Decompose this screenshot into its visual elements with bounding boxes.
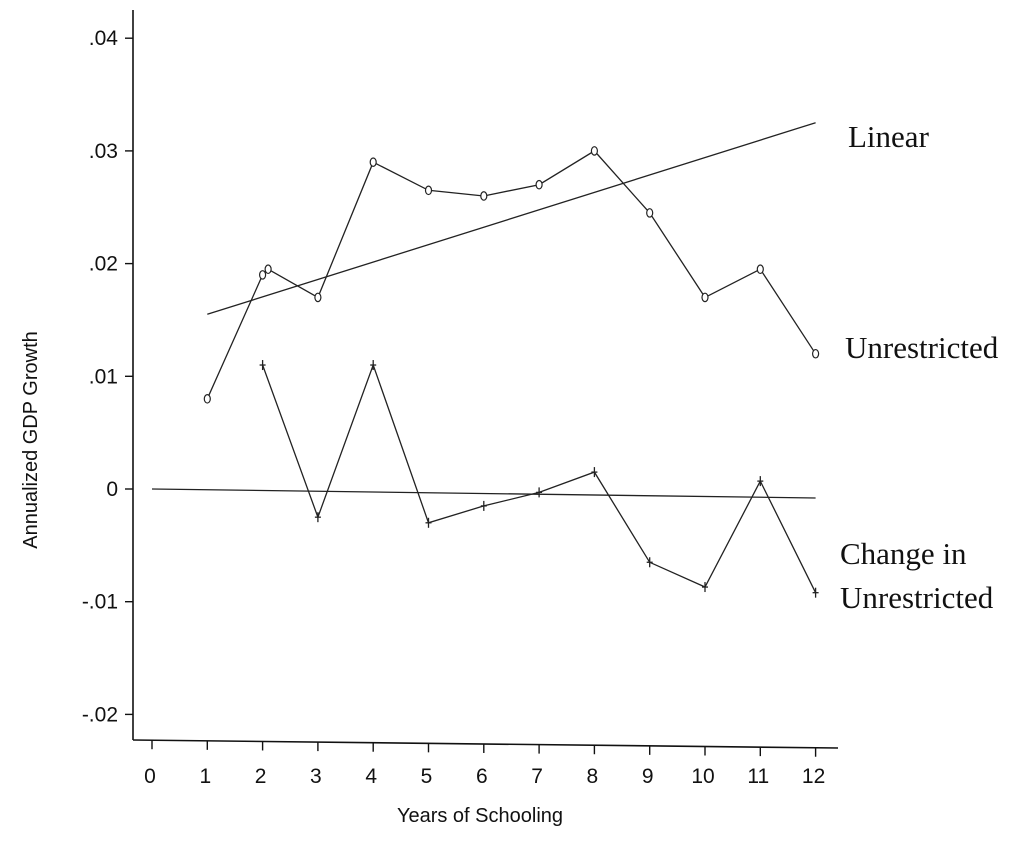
x-tick-label: 11: [747, 765, 769, 788]
data-point: [203, 394, 211, 404]
series-layer: [151, 122, 820, 598]
x-tick-label: 8: [587, 765, 599, 788]
series-change-in-unrestricted: [259, 360, 819, 598]
x-tick-label: 6: [476, 765, 488, 788]
series-line: [151, 488, 816, 499]
y-ticks: -.02 -.01 0 .01 .02 .03 .04: [82, 27, 133, 726]
data-point: [264, 264, 272, 275]
x-tick-label: 7: [531, 765, 543, 788]
y-axis-title: Annualized GDP Growth: [20, 331, 42, 549]
series-label-change-line2: Unrestricted: [840, 580, 994, 615]
x-tick-label: 1: [199, 765, 211, 788]
series-line: [207, 122, 816, 315]
y-tick-label: -.02: [82, 703, 118, 726]
series-line: [261, 363, 817, 593]
x-tick-label: 9: [642, 765, 654, 788]
x-axis-title: Years of Schooling: [397, 805, 563, 827]
data-point: [314, 292, 322, 303]
series-label-change-line1: Change in: [840, 536, 967, 571]
data-point: [756, 264, 764, 275]
x-tick-label: 4: [365, 765, 377, 788]
data-point: [535, 179, 543, 190]
series-label-unrestricted: Unrestricted: [845, 330, 999, 365]
data-point: [646, 208, 654, 218]
x-ticks: 0 1 2 3 4 5 6 7 8 9 10 11 12: [144, 740, 825, 788]
data-point: [259, 270, 267, 280]
data-point: [701, 292, 709, 303]
y-tick-label: .04: [89, 27, 119, 50]
data-point: [590, 146, 599, 156]
series-linear: [207, 122, 816, 315]
x-tick-label: 0: [144, 765, 156, 788]
x-tick-label: 12: [802, 765, 825, 788]
data-point: [480, 191, 488, 201]
data-point: [811, 348, 820, 359]
y-tick-label: 0: [106, 478, 118, 501]
x-tick-label: 3: [310, 765, 322, 788]
y-tick-label: .02: [89, 253, 118, 276]
series-unrestricted: [203, 146, 820, 404]
x-tick-label: 2: [255, 765, 267, 788]
x-tick-label: 10: [691, 765, 714, 788]
y-tick-label: -.01: [82, 591, 118, 614]
series-zero-line: [151, 488, 816, 499]
axes: [132, 10, 839, 749]
data-point: [369, 157, 377, 167]
y-tick-label: .03: [89, 140, 118, 163]
data-point: [424, 185, 433, 196]
y-tick-label: .01: [89, 365, 118, 388]
x-axis: [132, 739, 839, 749]
series-label-linear: Linear: [848, 119, 930, 154]
x-tick-label: 5: [421, 765, 433, 788]
series-line: [206, 150, 817, 400]
